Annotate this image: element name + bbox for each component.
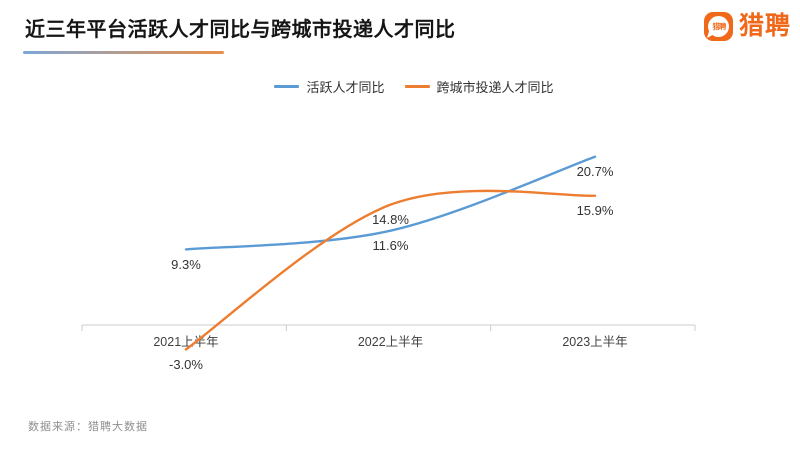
data-label: 20.7% (577, 164, 614, 179)
legend-line-marker (274, 85, 300, 88)
liepin-speech-bubble-icon: 猎聘 (704, 12, 733, 41)
series-line-1 (184, 189, 597, 351)
liepin-brand-text: 猎聘 (739, 12, 792, 40)
legend-line-marker (404, 85, 430, 88)
chart-legend: 活跃人才同比 跨城市投递人才同比 (14, 77, 800, 96)
x-axis-label: 2022上半年 (358, 335, 423, 349)
title-accent-bar (23, 51, 224, 54)
legend-item-0: 活跃人才同比 (274, 77, 385, 96)
series-line-0 (184, 155, 597, 251)
data-label: -3.0% (169, 357, 203, 372)
legend-label: 跨城市投递人才同比 (436, 80, 554, 95)
liepin-logo: 猎聘 猎聘 (704, 12, 791, 41)
legend-item-1: 跨城市投递人才同比 (404, 77, 554, 96)
logo-bubble-text: 猎聘 (712, 21, 726, 31)
data-label: 9.3% (171, 257, 201, 272)
legend-label: 活跃人才同比 (306, 80, 385, 95)
x-axis-label: 2021上半年 (153, 335, 218, 349)
data-source: 数据来源：猎聘大数据 (28, 421, 148, 433)
data-label: 11.6% (373, 238, 409, 253)
data-label: 14.8% (372, 212, 409, 227)
page-title: 近三年平台活跃人才同比与跨城市投递人才同比 (25, 19, 456, 41)
data-label: 15.9% (577, 203, 614, 218)
x-axis-label: 2023上半年 (562, 335, 627, 349)
logo-bubble: 猎聘 (708, 16, 729, 37)
